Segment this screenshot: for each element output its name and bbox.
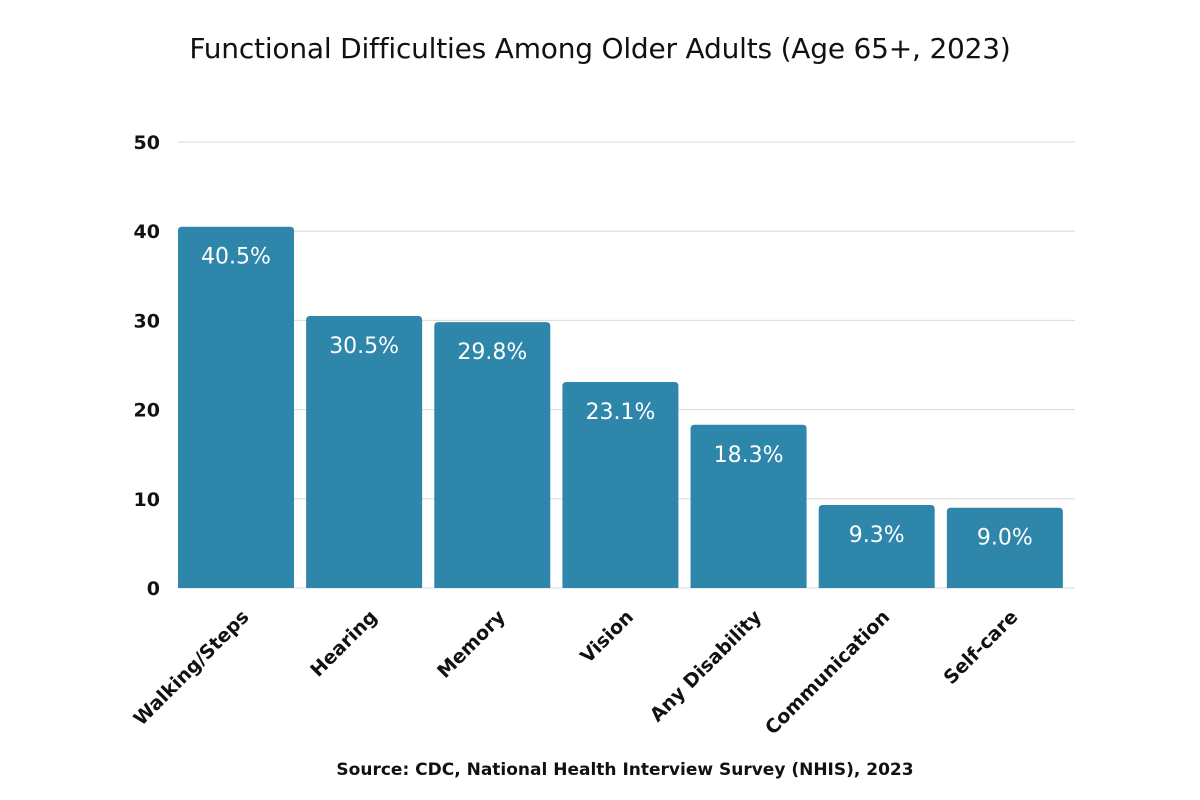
bar	[690, 424, 807, 588]
x-tick-label: Vision	[576, 606, 638, 668]
y-tick-label: 0	[147, 578, 160, 600]
data-label: 23.1%	[585, 400, 655, 425]
data-label: 40.5%	[201, 245, 271, 270]
data-label: 9.0%	[977, 526, 1033, 551]
source-note: Source: CDC, National Health Interview S…	[336, 760, 914, 780]
y-tick-label: 20	[134, 400, 160, 422]
data-label: 9.3%	[849, 523, 905, 548]
y-tick-label: 10	[134, 489, 160, 511]
x-tick-label: Hearing	[306, 606, 381, 681]
bar	[306, 315, 423, 588]
x-tick-label: Memory	[433, 606, 510, 683]
data-label: 18.3%	[714, 443, 784, 468]
x-tick-label: Self-care	[939, 606, 1022, 689]
x-tick-label: Any Disability	[646, 606, 767, 727]
bar	[946, 507, 1063, 588]
bar	[178, 226, 294, 589]
x-tick-label: Walking/Steps	[130, 606, 254, 730]
bar	[434, 322, 551, 588]
bar	[562, 381, 679, 588]
x-tick-label: Communication	[761, 606, 894, 739]
x-axis-ticks: Walking/Steps Hearing Memory Vision Any Disa…	[130, 606, 1023, 740]
y-tick-label: 40	[134, 221, 160, 243]
data-labels: 40.5% 30.5% 29.8% 23.1% 18.3% 9.3% 9.0%	[201, 245, 1033, 551]
y-axis-ticks: 0 10 20 30 40 50	[134, 132, 160, 600]
chart-title: Functional Difficulties Among Older Adul…	[189, 32, 1011, 65]
data-label: 29.8%	[457, 340, 527, 365]
bars	[178, 226, 1063, 589]
bar	[818, 505, 935, 588]
y-tick-label: 30	[134, 310, 160, 332]
y-tick-label: 50	[134, 132, 160, 154]
data-label: 30.5%	[329, 334, 399, 359]
